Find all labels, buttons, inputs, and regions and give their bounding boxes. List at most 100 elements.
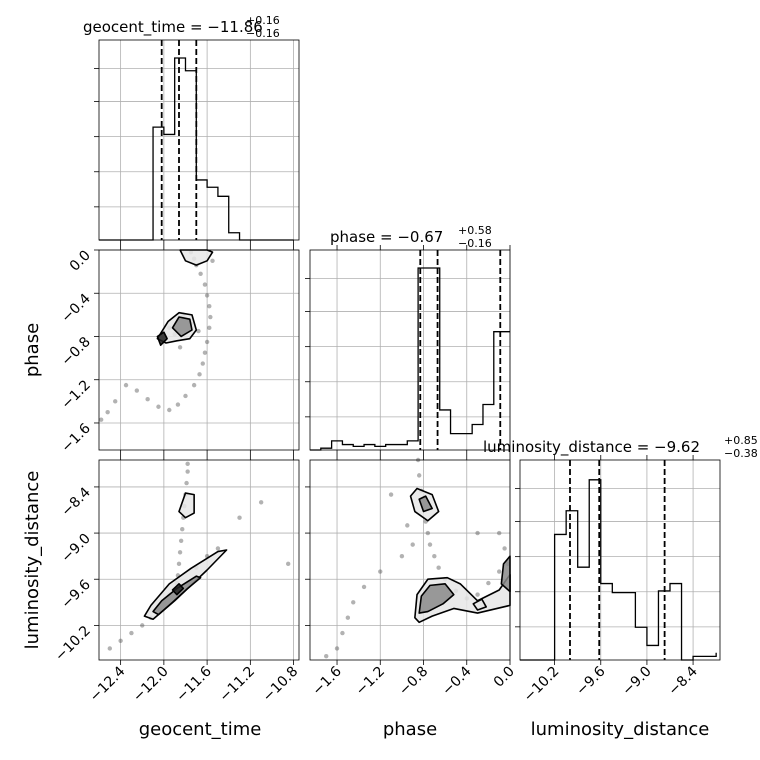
sample-point [98,417,104,422]
title-phase-plus: +0.58 [458,224,492,237]
title-luminosity-distance-plus: +0.85 [724,434,758,447]
y-tick-label: −1.6 [58,420,93,455]
sample-point [207,304,212,309]
sample-point [140,623,145,628]
sample-point [324,653,329,659]
sample-point [399,553,405,559]
x-tick-label: −0.8 [396,664,431,699]
sample-point [361,584,367,590]
xlabel-geocent-time: geocent_time [139,719,262,740]
y-tick-label: 0.0 [67,248,94,275]
sample-point [134,388,140,393]
sample-point [378,569,383,574]
sample-point [207,325,212,331]
panel-background [310,460,510,660]
sample-point [105,409,110,415]
sample-point [475,530,480,536]
title-phase: phase = −0.67 [330,228,443,246]
x-tick-label: −8.4 [666,663,701,698]
sample-point [191,382,197,388]
scatter-geocent-time-vs-phase [94,245,300,455]
histogram-step [310,267,510,451]
panel-background [310,250,510,450]
sample-point [416,473,422,478]
x-tick-label: 0.0 [491,664,518,691]
sample-point [185,469,190,474]
ylabel-phase: phase [22,323,43,377]
sample-point [113,399,118,404]
sample-point [176,561,182,567]
sample-point [432,553,437,559]
title-geocent-time: geocent_time = −11.86 [83,18,263,37]
y-tick-label: −1.2 [58,377,93,412]
sample-point [202,350,208,355]
title-luminosity-distance-minus: −0.38 [724,447,758,460]
scatter-phase-vs-luminosity-distance [305,455,511,665]
sample-point [183,393,188,399]
x-tick-label: −9.0 [619,664,654,699]
density-contour [171,583,185,596]
panel-background [99,250,299,450]
xlabel-phase: phase [383,719,437,740]
sample-point [197,372,202,377]
sample-point [156,404,161,409]
sample-point [118,638,123,643]
y-tick-label: −0.4 [58,291,93,326]
histogram-phase [305,245,511,455]
sample-point [180,527,185,532]
sample-point [204,339,210,345]
x-tick-label: −12.0 [130,664,172,706]
x-tick-label: −1.6 [310,663,345,698]
panel-border [98,249,300,451]
sample-point [208,314,213,320]
sample-point [185,461,190,467]
sample-point [237,515,242,520]
sample-point [351,600,356,605]
sample-point [427,542,433,547]
sample-point [107,646,113,651]
title-phase-minus: −0.16 [458,237,492,250]
sample-point [475,592,480,597]
density-contour [418,583,455,614]
panel-background [99,40,299,240]
panel-border [98,459,300,661]
panel-border [309,459,511,661]
panel-background [99,460,299,660]
sample-point [167,407,172,413]
density-contour [472,598,488,611]
x-tick-label: −12.4 [87,663,129,705]
y-tick-label: −0.8 [58,334,93,369]
density-contour [156,331,168,346]
histogram-luminosity-distance [515,455,721,665]
sample-point [200,361,205,366]
sample-point [502,546,507,551]
sample-point [202,282,208,287]
title-luminosity-distance: luminosity_distance = −9.62 [483,438,700,457]
sample-point [198,271,203,276]
sample-point [177,550,183,555]
panel-background [520,460,720,660]
sample-point [285,561,291,567]
ylabel-luminosity-distance: luminosity_distance [22,471,43,650]
title-geocent-time-plus: +0.16 [246,14,280,27]
panel-border [519,459,721,661]
density-contour [178,492,195,519]
sample-point [178,538,184,543]
y-tick-label: −10.2 [52,623,94,665]
sample-point [436,565,441,570]
x-tick-label: −0.4 [439,663,474,698]
y-tick-label: −9.6 [58,577,93,612]
density-contour [418,495,433,513]
sample-point [486,580,491,586]
scatter-geocent-time-vs-luminosity-distance [94,455,300,665]
sample-point [129,630,134,636]
x-tick-label: −10.8 [260,664,302,706]
sample-point [388,492,394,497]
sample-point [405,523,410,528]
sample-point [215,546,221,551]
panel-border [309,249,511,451]
title-geocent-time-minus: −0.16 [246,27,280,40]
x-tick-label: −9.6 [573,663,608,698]
histogram-geocent-time [94,39,300,245]
